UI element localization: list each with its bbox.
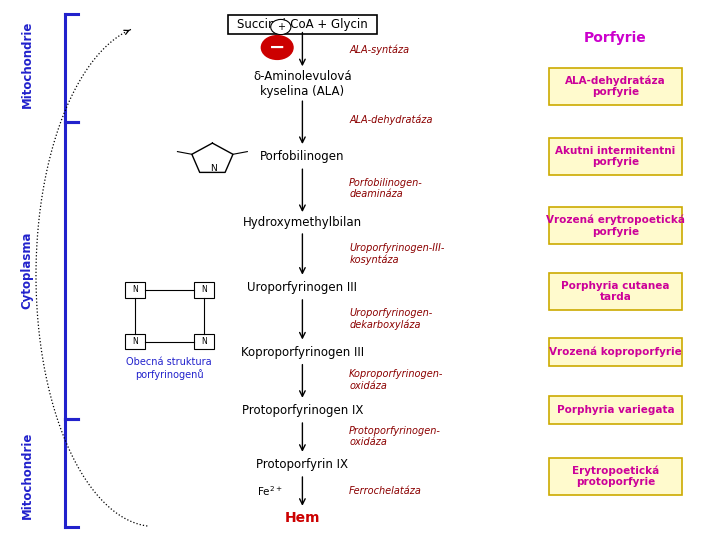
- FancyBboxPatch shape: [549, 68, 683, 105]
- Circle shape: [261, 36, 293, 59]
- Text: Porfobilinogen: Porfobilinogen: [260, 150, 345, 163]
- Text: Vrozená koproporfyrie: Vrozená koproporfyrie: [549, 347, 682, 357]
- Text: +: +: [276, 22, 285, 32]
- Text: Erytropoetická
protoporfyrie: Erytropoetická protoporfyrie: [572, 465, 660, 487]
- Text: Akutni intermitentni
porfyrie: Akutni intermitentni porfyrie: [555, 146, 676, 167]
- FancyBboxPatch shape: [549, 458, 683, 495]
- Text: δ-Aminolevulová
kyselina (ALA): δ-Aminolevulová kyselina (ALA): [253, 70, 351, 98]
- Text: Porfobilinogen-
deamináza: Porfobilinogen- deamináza: [349, 178, 423, 199]
- Text: Mitochondrie: Mitochondrie: [21, 21, 34, 109]
- Text: Hem: Hem: [284, 511, 320, 525]
- Bar: [125, 282, 145, 298]
- FancyBboxPatch shape: [549, 138, 683, 175]
- Text: Koproporfyrinogen-
oxidáza: Koproporfyrinogen- oxidáza: [349, 369, 444, 391]
- FancyBboxPatch shape: [228, 15, 377, 34]
- Text: Fe$^{2+}$: Fe$^{2+}$: [257, 484, 283, 498]
- Text: Obecná struktura
porfyrinogenů: Obecná struktura porfyrinogenů: [127, 357, 212, 380]
- Text: Porphyria variegata: Porphyria variegata: [557, 406, 675, 415]
- Text: Uroporfyrinogen-III-
kosyntáza: Uroporfyrinogen-III- kosyntáza: [349, 242, 444, 265]
- Circle shape: [271, 19, 291, 35]
- FancyBboxPatch shape: [549, 207, 683, 244]
- Bar: [194, 282, 214, 298]
- Text: Protoporfyrinogen-
oxidáza: Protoporfyrinogen- oxidáza: [349, 426, 441, 447]
- Bar: [194, 334, 214, 349]
- Text: Porphyria cutanea
tarda: Porphyria cutanea tarda: [562, 281, 670, 302]
- Text: Vrozená erytropoetická
porfyrie: Vrozená erytropoetická porfyrie: [546, 215, 685, 237]
- Text: ALA-syntáza: ALA-syntáza: [349, 44, 410, 55]
- Text: Ferrochelatáza: Ferrochelatáza: [349, 487, 422, 496]
- FancyBboxPatch shape: [549, 273, 683, 310]
- Text: Protoporfyrinogen IX: Protoporfyrinogen IX: [242, 404, 363, 417]
- Text: Uroporfyrinogen-
dekarboxyláza: Uroporfyrinogen- dekarboxyláza: [349, 307, 433, 330]
- Text: N: N: [201, 286, 207, 294]
- Text: Protoporfyrin IX: Protoporfyrin IX: [256, 458, 348, 471]
- Text: N: N: [201, 338, 207, 346]
- FancyBboxPatch shape: [549, 338, 683, 366]
- Text: N: N: [132, 338, 138, 346]
- Text: N: N: [132, 286, 138, 294]
- Text: ALA-dehydratáza: ALA-dehydratáza: [349, 114, 433, 125]
- Text: ALA-dehydratáza
porfyrie: ALA-dehydratáza porfyrie: [565, 76, 666, 97]
- Text: −: −: [269, 38, 285, 57]
- Text: N: N: [210, 164, 217, 173]
- Text: Koproporfyrinogen III: Koproporfyrinogen III: [240, 346, 364, 359]
- Text: Porfyrie: Porfyrie: [584, 31, 647, 45]
- FancyBboxPatch shape: [549, 396, 683, 424]
- Text: Mitochondrie: Mitochondrie: [21, 431, 34, 519]
- Bar: [125, 334, 145, 349]
- Text: Succinyl-CoA + Glycin: Succinyl-CoA + Glycin: [237, 18, 368, 31]
- Text: Hydroxymethylbilan: Hydroxymethylbilan: [243, 216, 362, 229]
- Text: Uroporfyrinogen III: Uroporfyrinogen III: [248, 281, 357, 294]
- Text: Cytoplasma: Cytoplasma: [21, 231, 34, 309]
